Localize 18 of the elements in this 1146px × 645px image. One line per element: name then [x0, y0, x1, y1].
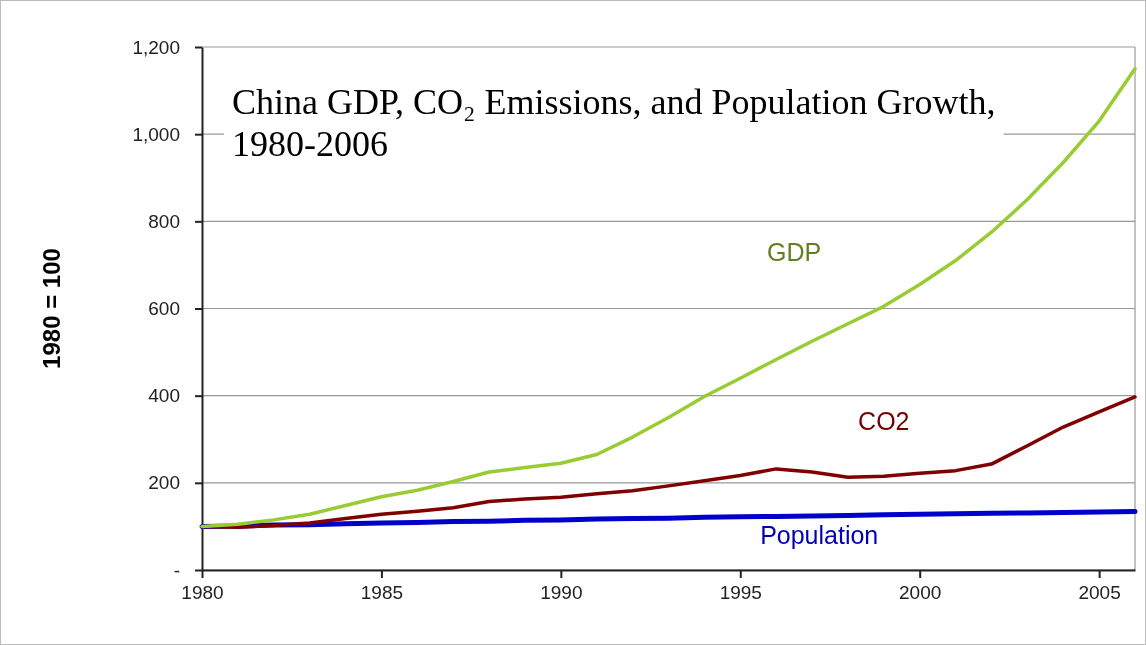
- series-label: Population: [760, 520, 879, 549]
- y-tick-label: 1,000: [132, 123, 180, 145]
- x-tick-label: 1995: [719, 582, 762, 604]
- x-tick-label: 1985: [360, 582, 404, 604]
- y-tick-label: 600: [148, 298, 180, 320]
- x-tick-label: 2005: [1078, 582, 1121, 604]
- y-tick-label: 800: [148, 210, 180, 232]
- y-tick-label: 400: [148, 385, 180, 407]
- x-tick-label: 1990: [540, 582, 583, 604]
- y-tick-label: 200: [148, 472, 180, 494]
- y-axis-title: 1980 = 100: [38, 248, 65, 369]
- series-label: CO2: [858, 406, 910, 435]
- x-tick-label: 1980: [181, 582, 224, 604]
- text: GDP: [767, 237, 822, 266]
- text: China GDP, CO₂ Emissions, and Population Growth, 1980-2006: [232, 82, 996, 164]
- y-tick-label: 1,200: [132, 36, 180, 58]
- y-tick-label: -: [173, 559, 180, 581]
- x-tick-label: 2000: [899, 582, 942, 604]
